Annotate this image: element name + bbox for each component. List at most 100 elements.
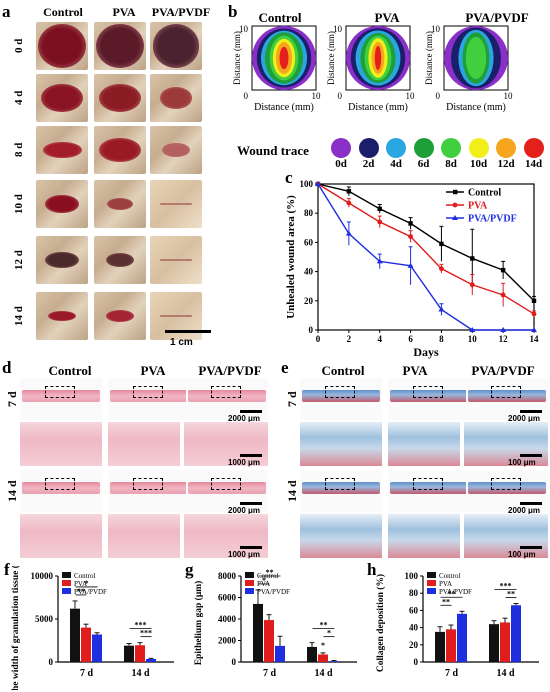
panel-c-xtick-label: 10 bbox=[468, 334, 478, 344]
histo-zoom-box bbox=[324, 385, 356, 398]
histo-zoom-box bbox=[210, 385, 242, 398]
panel-a-header-pva: PVA bbox=[112, 5, 136, 19]
panel-a-wound bbox=[98, 83, 142, 113]
histo-divider bbox=[460, 514, 464, 558]
panel-b-tick-0: 0 bbox=[436, 91, 441, 101]
panel-c-legend-label: PVA/PVDF bbox=[468, 214, 517, 225]
panel-a-scar bbox=[160, 315, 192, 318]
histo-scale-label: 100 μm bbox=[508, 458, 536, 467]
legend-swatch-8d bbox=[441, 138, 461, 158]
histo-divider bbox=[382, 514, 388, 558]
histo-zoom-box bbox=[44, 477, 76, 490]
panel-c-point bbox=[470, 256, 475, 261]
panel-e-header-pva: PVA bbox=[402, 363, 428, 378]
bar-0 bbox=[435, 631, 445, 662]
bar-ytick-label: 10000 bbox=[31, 571, 54, 581]
legend-label-8d: 8d bbox=[445, 158, 457, 170]
histo-overview bbox=[186, 470, 268, 512]
panel-c-point bbox=[531, 311, 537, 317]
panel-b-tick-10y: 10 bbox=[239, 24, 249, 34]
bar-sig-label: * bbox=[85, 579, 89, 588]
panel-label-e: e bbox=[281, 358, 289, 377]
panel-b-header-pva: PVA bbox=[374, 10, 400, 25]
bar-0 bbox=[307, 646, 317, 662]
histo-scale-bar bbox=[520, 502, 542, 505]
panel-a-wound bbox=[38, 23, 86, 69]
bar-legend-label: Control bbox=[439, 572, 460, 580]
panel-c-point bbox=[439, 241, 444, 247]
panel-a-wound-photo bbox=[36, 292, 88, 340]
panel-a-wound-photo bbox=[94, 292, 146, 340]
histo-overview bbox=[388, 470, 470, 512]
bar-ytick-label: 0 bbox=[414, 657, 419, 667]
histo-scale-bar bbox=[240, 454, 262, 457]
bar-ytick-label: 100 bbox=[405, 571, 419, 581]
bar-0 bbox=[253, 603, 263, 662]
histo-tissue-section bbox=[390, 389, 468, 403]
panel-a-wound bbox=[107, 198, 133, 210]
bar-ytick-label: 4000 bbox=[218, 614, 237, 624]
legend-label-2d: 2d bbox=[362, 158, 375, 170]
panel-c-point bbox=[469, 327, 476, 332]
panel-a-wound bbox=[105, 252, 135, 268]
bar-ytick-label: 8000 bbox=[218, 571, 237, 581]
panel-b-header-pvapvdf: PVA/PVDF bbox=[465, 10, 529, 25]
histo-zoom-box bbox=[210, 477, 242, 490]
bar-0 bbox=[489, 624, 499, 662]
panel-c-xtick-label: 4 bbox=[377, 334, 382, 344]
bar-legend-swatch bbox=[245, 588, 254, 594]
bar-sig-label: ** bbox=[448, 589, 456, 598]
panel-b-ylabel: Distance (mm) bbox=[232, 31, 242, 85]
panel-c-line-chart: 0 20 40 60 80 100 0 2 4 6 8 10 12 14 Days Unhealed woun… bbox=[285, 179, 539, 359]
bar-legend-swatch bbox=[427, 588, 436, 594]
bar-1 bbox=[500, 622, 510, 662]
bar-2 bbox=[146, 658, 156, 662]
panel-c-point bbox=[439, 266, 444, 272]
histo-scale-bar bbox=[520, 454, 542, 457]
bar-category-label: 14 d bbox=[314, 668, 333, 679]
panel-c-point bbox=[500, 267, 506, 273]
histo-zoom-box bbox=[412, 385, 444, 398]
bar-legend-label: PVA/PVDF bbox=[439, 588, 472, 596]
bar-sig-label: ** bbox=[442, 597, 450, 606]
panel-b-ylabel: Distance (mm) bbox=[424, 31, 434, 85]
histo-overview bbox=[300, 378, 382, 420]
panel-a-header-control: Control bbox=[43, 5, 83, 19]
panel-c-legend-marker bbox=[453, 189, 458, 195]
panel-a-wound-photo bbox=[94, 236, 146, 284]
bar-1 bbox=[264, 620, 274, 662]
panel-c-point bbox=[345, 230, 352, 236]
histo-overview bbox=[466, 470, 548, 512]
bar-category-label: 14 d bbox=[496, 668, 515, 679]
panel-b-tick-10y: 10 bbox=[333, 24, 343, 34]
panel-a-wound-photo bbox=[36, 180, 88, 228]
histo-scale-bar bbox=[520, 410, 542, 413]
panel-a-wound bbox=[160, 87, 192, 109]
histo-magnified bbox=[300, 422, 548, 466]
panel-c-point bbox=[408, 234, 413, 239]
bar-ytick-label: 0 bbox=[49, 657, 54, 667]
panel-a-wound-photo bbox=[150, 22, 202, 70]
histo-zoom-box bbox=[490, 477, 522, 490]
panel-d-header-control: Control bbox=[48, 363, 92, 378]
panel-label-h: h bbox=[367, 560, 377, 579]
panel-a-day-label: 8 d bbox=[13, 142, 25, 158]
histo-divider bbox=[460, 422, 464, 466]
panel-g-bar-chart: 0 2000 4000 6000 8000 Epithelium gap (μm) 7 d 1… bbox=[193, 568, 357, 679]
panel-b-xlabel: Distance (mm) bbox=[254, 102, 314, 113]
panel-b-xlabel: Distance (mm) bbox=[348, 102, 408, 113]
panel-c-point bbox=[500, 327, 507, 332]
panel-b-tick-10y: 10 bbox=[431, 24, 441, 34]
histo-tissue-section bbox=[110, 481, 188, 495]
bar-0 bbox=[124, 645, 134, 662]
legend-label-10d: 10d bbox=[469, 158, 488, 170]
panel-a-header-pvapvdf: PVA/PVDF bbox=[151, 5, 211, 19]
panel-c-ytick-label: 60 bbox=[304, 237, 314, 247]
bar-ytick-label: 80 bbox=[409, 588, 419, 598]
panel-b-trace-14d bbox=[374, 45, 382, 71]
panel-a-day-label: 4 d bbox=[13, 90, 25, 106]
panel-b-trace-8d bbox=[465, 36, 487, 80]
histo-tissue-section bbox=[468, 389, 546, 403]
bar-sig-label: * bbox=[262, 576, 266, 585]
panel-a-wound bbox=[99, 138, 141, 162]
